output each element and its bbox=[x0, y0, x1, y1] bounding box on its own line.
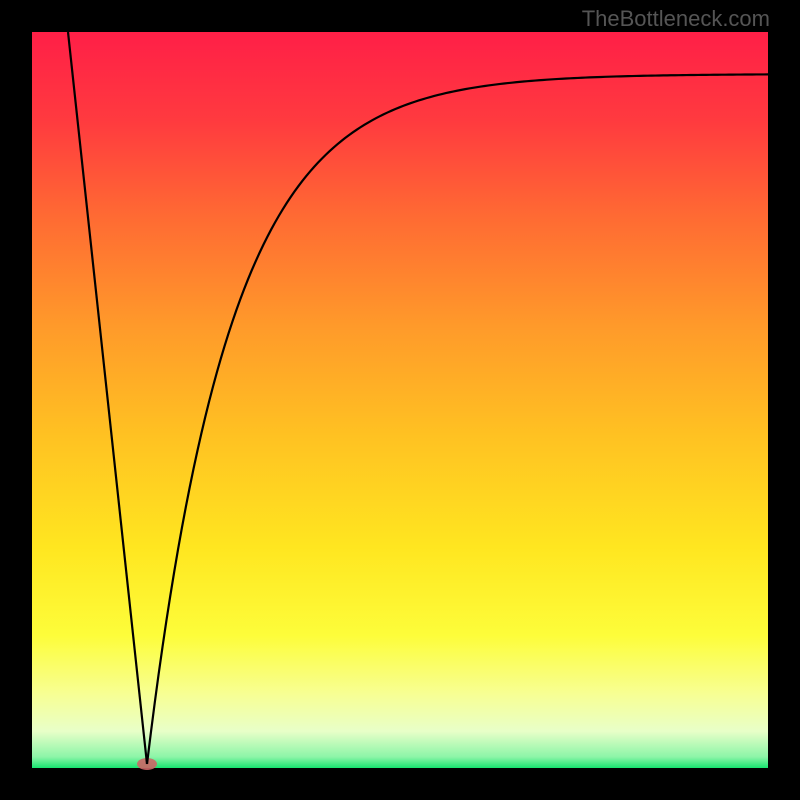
curve-left-branch bbox=[68, 32, 147, 764]
curve-right-branch bbox=[147, 74, 768, 764]
watermark-text: TheBottleneck.com bbox=[582, 6, 770, 32]
chart-container: TheBottleneck.com bbox=[0, 0, 800, 800]
curve-layer bbox=[32, 32, 768, 768]
plot-area bbox=[32, 32, 768, 768]
